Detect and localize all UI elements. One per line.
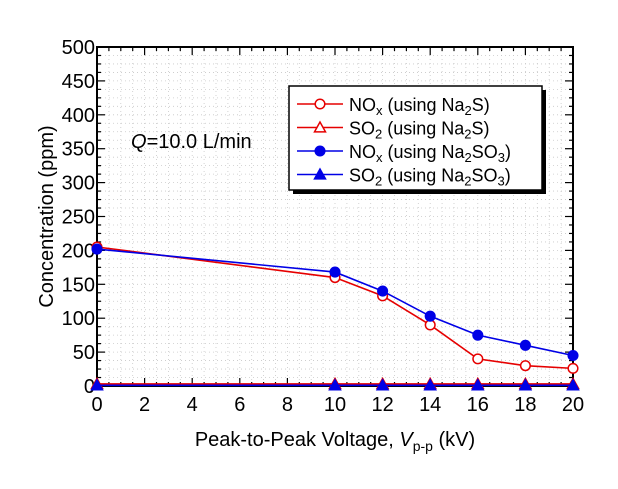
x-axis-label: Peak-to-Peak Voltage, Vp-p (kV) [195, 429, 475, 454]
data-point-so2_na2so3 [90, 378, 104, 391]
legend-subscript: 2 [464, 127, 471, 142]
x-tick-label: 20 [562, 394, 584, 416]
legend-text-part: (using Na [382, 119, 465, 139]
data-point-nox_na2so3 [424, 310, 436, 322]
legend-text-part: SO [349, 119, 375, 139]
legend-item-so2_na2so3: SO2 (using Na2SO3) [297, 166, 511, 189]
data-point-so2_na2so3 [566, 378, 580, 391]
legend-subscript: 3 [498, 174, 505, 189]
legend-text-part: ) [505, 166, 511, 186]
legend-subscript: 2 [375, 127, 382, 142]
data-point-nox_na2so3 [567, 349, 579, 362]
y-tick-label: 300 [62, 173, 95, 195]
legend-label: NOx (using Na2S) [349, 95, 490, 118]
tick-labels: 0 2 4 6 8 10 12 14 16 18 2005010015020025030035040… [62, 37, 585, 416]
data-point-nox_na2s [472, 353, 484, 365]
x-tick-label: 14 [419, 394, 441, 416]
legend-text-part: (using Na [382, 166, 465, 186]
legend-label: NOx (using Na2SO3) [349, 142, 511, 165]
y-tick-label: 400 [62, 105, 95, 127]
legend-text-part: SO [472, 142, 498, 162]
data-point-nox_na2so3 [91, 243, 103, 255]
data-point-nox_na2so3 [377, 285, 389, 297]
x-tick-label: 0 [91, 394, 102, 416]
x-axis-label-variable: V [399, 429, 414, 451]
flow-rate-variable: Q [131, 131, 147, 153]
y-tick-label: 50 [73, 342, 95, 364]
legend-swatch-marker [313, 120, 327, 133]
legend: NOx (using Na2S)SO2 (using Na2S)NOx (usi… [288, 85, 546, 194]
legend-item-nox_na2so3: NOx (using Na2SO3) [297, 142, 511, 165]
legend-swatch-marker [313, 167, 327, 180]
legend-subscript: x [376, 103, 383, 118]
x-tick-label: 6 [234, 394, 245, 416]
x-tick-label: 16 [467, 394, 489, 416]
legend-text-part: NO [349, 142, 376, 162]
legend-text-part: S) [472, 119, 490, 139]
data-point-nox_na2s [519, 360, 531, 372]
x-tick-label: 8 [282, 394, 293, 416]
legend-text-part: NO [349, 95, 376, 115]
series [90, 241, 580, 391]
series-so2_na2so3 [90, 378, 580, 391]
legend-item-nox_na2s: NOx (using Na2S) [297, 95, 490, 118]
legend-text-part: (using Na [383, 95, 466, 115]
x-tick-label: 12 [371, 394, 393, 416]
legend-text-part: ) [505, 142, 511, 162]
data-point-so2_na2so3 [471, 378, 485, 391]
legend-text-part: SO [472, 166, 498, 186]
flow-rate-value: =10.0 L/min [147, 131, 252, 153]
x-tick-label: 4 [187, 394, 198, 416]
data-point-nox_na2so3 [472, 329, 484, 341]
y-tick-label: 450 [62, 71, 95, 93]
data-point-nox_na2so3 [519, 339, 531, 351]
x-axis-label-subscript: p-p [413, 438, 433, 454]
legend-subscript: 2 [465, 103, 472, 118]
y-tick-label: 150 [62, 274, 95, 296]
y-tick-label: 0 [84, 376, 95, 398]
y-tick-label: 350 [62, 139, 95, 161]
legend-label: SO2 (using Na2S) [349, 119, 490, 142]
x-tick-label: 18 [514, 394, 536, 416]
y-tick-label: 250 [62, 207, 95, 229]
legend-subscript: 3 [498, 150, 505, 165]
data-point-nox_na2so3 [329, 266, 341, 278]
data-point-so2_na2so3 [423, 378, 437, 391]
legend-text-part: (using Na [383, 142, 466, 162]
y-axis-label: Concentration (ppm) [36, 125, 58, 307]
legend-subscript: 2 [375, 174, 382, 189]
data-point-nox_na2s [567, 362, 579, 374]
y-tick-label: 500 [62, 37, 95, 59]
series-nox_na2so3 [91, 243, 579, 362]
y-tick-label: 200 [62, 240, 95, 262]
data-point-so2_na2so3 [375, 378, 390, 391]
legend-label: SO2 (using Na2SO3) [349, 166, 511, 189]
legend-subscript: 2 [465, 150, 472, 165]
data-point-so2_na2so3 [328, 378, 342, 391]
x-tick-label: 2 [139, 394, 150, 416]
y-tick-label: 100 [62, 308, 95, 330]
x-tick-label: 10 [324, 394, 346, 416]
legend-text-part: SO [349, 166, 375, 186]
legend-items: NOx (using Na2S)SO2 (using Na2S)NOx (usi… [297, 95, 511, 189]
legend-text-part: S) [472, 95, 490, 115]
legend-subscript: 2 [464, 174, 471, 189]
legend-subscript: x [376, 150, 383, 165]
legend-item-so2_na2s: SO2 (using Na2S) [297, 119, 490, 142]
flow-rate-annotation: Q=10.0 L/min [131, 131, 252, 153]
x-axis-label-prefix: Peak-to-Peak Voltage, [195, 429, 400, 451]
legend-swatch-marker [314, 145, 326, 157]
data-point-so2_na2so3 [518, 378, 533, 391]
x-axis-label-suffix: (kV) [433, 429, 475, 451]
legend-swatch-marker [314, 98, 326, 110]
